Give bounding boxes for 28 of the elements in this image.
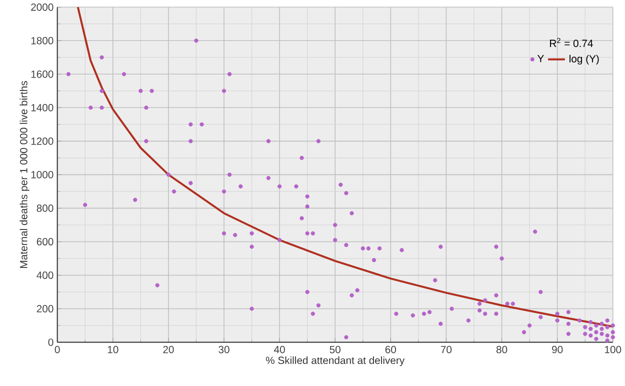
y-tick-label: 1600 bbox=[31, 70, 54, 78]
y-tick-label: 800 bbox=[36, 204, 54, 212]
x-tick-label: 90 bbox=[552, 346, 563, 354]
x-tick-label: 70 bbox=[440, 346, 452, 354]
y-tick-label: 600 bbox=[36, 238, 54, 246]
y-tick-label: 200 bbox=[36, 305, 54, 313]
y-tick-label: 1400 bbox=[31, 104, 54, 112]
y-tick-label: 0 bbox=[48, 338, 54, 346]
y-axis-title: Maternal deaths per 1 000 000 live births bbox=[20, 81, 30, 268]
x-tick-label: 50 bbox=[330, 346, 340, 354]
x-axis-title: % Skilled attendant at delivery bbox=[266, 356, 405, 366]
x-tick-label: 40 bbox=[274, 346, 285, 354]
x-tick-label: 10 bbox=[108, 346, 118, 354]
x-tick-label: 20 bbox=[163, 346, 174, 354]
x-tick-label: 80 bbox=[496, 346, 508, 354]
x-tick-label: 0 bbox=[54, 346, 60, 354]
x-tick-label: 60 bbox=[385, 346, 396, 354]
legend-title: R$^{2}$ = 0.74 bbox=[550, 38, 593, 48]
y-tick-label: 1000 bbox=[31, 171, 54, 178]
y-tick-label: 1200 bbox=[31, 138, 54, 145]
y-tick-label: 400 bbox=[36, 272, 54, 280]
x-tick-label: 100 bbox=[605, 346, 622, 354]
legend-label: Y bbox=[537, 55, 544, 62]
x-tick-label: 30 bbox=[218, 346, 230, 354]
legend-label: log (Y) bbox=[570, 54, 599, 65]
line-series bbox=[76, 6, 614, 328]
y-tick-label: 1800 bbox=[31, 37, 54, 44]
y-tick-label: 2000 bbox=[31, 4, 54, 11]
